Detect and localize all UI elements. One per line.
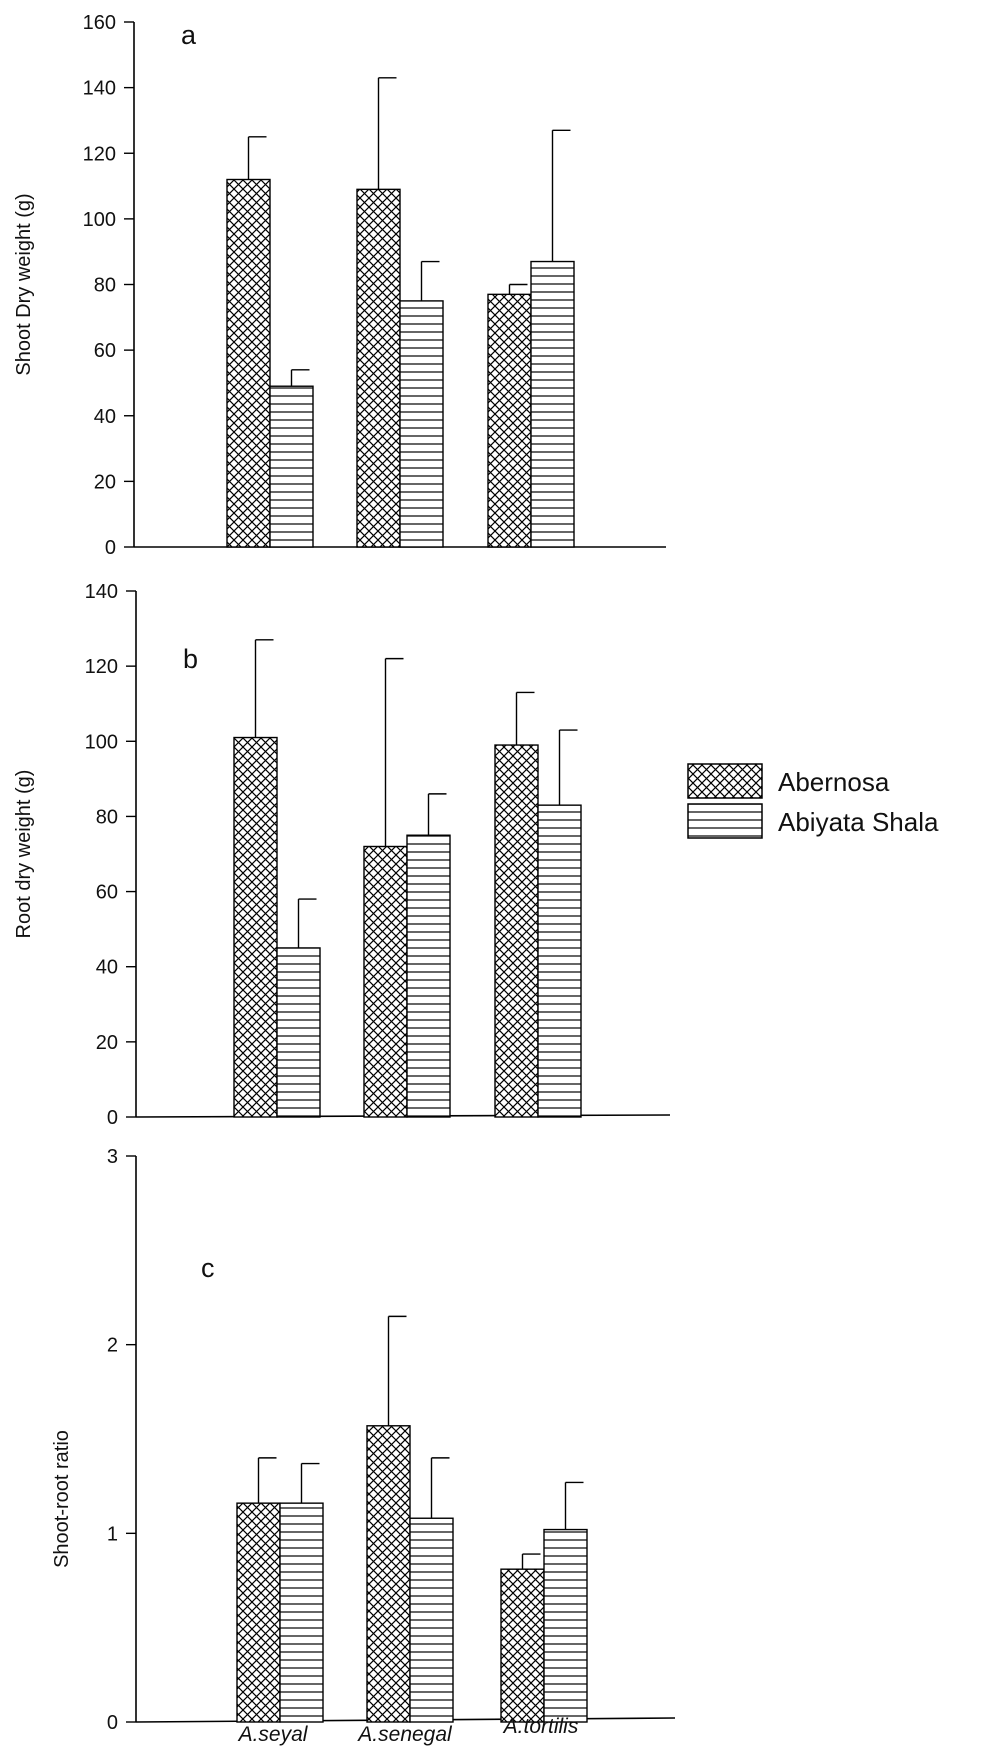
y-tick-label: 160 [83, 12, 116, 34]
series-abiyata-shala [279, 1457, 588, 1723]
y-tick-label: 120 [83, 143, 116, 165]
category-label: A.senegal [356, 1723, 453, 1746]
bar-abiyata-shala-a-senegal [409, 1517, 454, 1723]
y-tick-label: 0 [107, 1712, 118, 1734]
y-axis-label: Root dry weight (g) [13, 770, 35, 939]
y-tick-label: 40 [96, 957, 118, 979]
bar-abiyata-shala-a-senegal [406, 834, 451, 1118]
panel-a: 0 20 40 60 80 100 120 140 160 Shoot Dry weight (g… [13, 12, 666, 559]
y-tick-label: 140 [85, 581, 118, 603]
y-tick-label: 140 [83, 78, 116, 100]
y-tick-label: 20 [96, 1032, 118, 1054]
bar-abiyata-shala-a-seyal [279, 1502, 324, 1723]
legend: Abernosa Abiyata Shala [687, 763, 939, 839]
y-tick-label: 1 [107, 1523, 118, 1545]
panel-letter: c [201, 1253, 215, 1283]
bar-abiyata-shala-a-tortilis [543, 1528, 588, 1723]
bar-abiyata-shala-a-tortilis [537, 804, 582, 1118]
legend-swatch-abernosa [687, 763, 763, 799]
category-label: A.seyal [237, 1723, 309, 1746]
y-tick-label: 60 [94, 340, 116, 362]
legend-item-abiyata-shala: Abiyata Shala [687, 803, 939, 839]
series-abiyata-shala [276, 729, 582, 1118]
bar-abernosa-a-seyal [236, 1502, 281, 1723]
bar-abernosa-a-tortilis [494, 744, 539, 1118]
y-tick-label: 80 [96, 806, 118, 828]
y-tick-label: 3 [107, 1146, 118, 1168]
y-tick-label: 0 [105, 537, 116, 559]
bar-abernosa-a-tortilis [487, 293, 532, 548]
legend-label-abiyata-shala: Abiyata Shala [778, 807, 939, 837]
series-abiyata-shala [269, 129, 575, 548]
legend-label-abernosa: Abernosa [778, 767, 890, 797]
legend-item-abernosa: Abernosa [687, 763, 890, 799]
bar-abernosa-a-senegal [366, 1425, 411, 1723]
y-tick-label: 40 [94, 406, 116, 428]
legend-swatch-abiyata-shala [687, 803, 763, 839]
y-tick-label: 100 [85, 731, 118, 753]
bar-abernosa-a-seyal [233, 736, 278, 1118]
y-axis-label: Shoot-root ratio [51, 1430, 73, 1568]
series-abernosa [233, 639, 539, 1118]
panel-letter: b [183, 644, 198, 674]
y-tick-label: 2 [107, 1335, 118, 1357]
bar-abernosa-a-senegal [356, 188, 401, 548]
bar-abiyata-shala-a-seyal [269, 385, 314, 548]
y-tick-label: 60 [96, 882, 118, 904]
panel-b: 0 20 40 60 80 100 120 140 Root dry weight (g) b [13, 581, 671, 1129]
panel-c: 0 1 2 3 Shoot-root ratio c A.seyal A.senegal A.t… [51, 1146, 676, 1746]
series-abernosa [226, 77, 532, 548]
panel-letter: a [181, 20, 197, 50]
y-axis-label: Shoot Dry weight (g) [13, 193, 35, 375]
y-tick-label: 0 [107, 1107, 118, 1129]
bar-abiyata-shala-a-seyal [276, 947, 321, 1118]
y-tick-label: 80 [94, 275, 116, 297]
y-tick-label: 100 [83, 209, 116, 231]
bar-abernosa-a-seyal [226, 178, 271, 548]
y-tick-label: 120 [85, 656, 118, 678]
bar-abiyata-shala-a-senegal [399, 300, 444, 548]
bar-abernosa-a-senegal [363, 845, 408, 1118]
category-label: A.tortilis [502, 1715, 579, 1738]
bar-abiyata-shala-a-tortilis [530, 260, 575, 548]
y-tick-label: 20 [94, 471, 116, 493]
bar-abernosa-a-tortilis [500, 1568, 545, 1723]
